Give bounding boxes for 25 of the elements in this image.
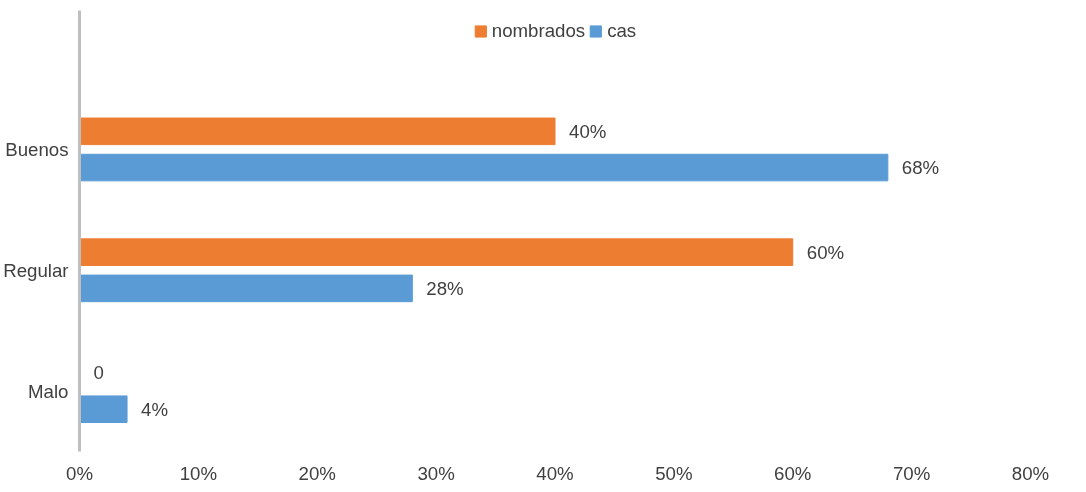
legend-label: nombrados	[491, 20, 586, 42]
data-label: 40%	[569, 120, 607, 142]
x-tick-label: 80%	[1011, 462, 1050, 484]
bar	[79, 238, 794, 266]
x-tick-label: 10%	[179, 462, 218, 484]
x-tick-label: 60%	[774, 462, 812, 484]
x-tick-label: 0%	[66, 462, 93, 484]
y-tick-label: Buenos	[5, 138, 69, 160]
data-label: 28%	[426, 277, 464, 299]
bar	[79, 395, 128, 423]
bar	[79, 117, 556, 146]
data-label: 60%	[806, 241, 845, 263]
x-tick-label: 50%	[655, 462, 693, 484]
data-label: 4%	[141, 398, 169, 420]
x-tick-label: 20%	[298, 462, 336, 484]
x-tick-label: 30%	[417, 462, 455, 484]
bar	[79, 274, 413, 303]
x-tick-label: 40%	[536, 462, 574, 484]
y-tick-label: Regular	[3, 259, 69, 281]
legend-label: cas	[607, 20, 637, 42]
data-label: 68%	[901, 157, 940, 179]
data-label: 0	[93, 362, 104, 384]
bar	[79, 153, 889, 182]
y-tick-label: Malo	[28, 380, 69, 402]
x-tick-label: 70%	[892, 462, 931, 484]
